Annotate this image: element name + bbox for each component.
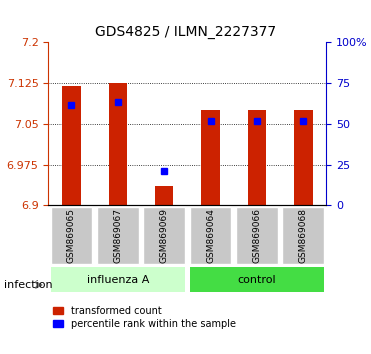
Bar: [294, 110, 312, 205]
Text: infection: infection: [4, 280, 52, 290]
Text: GDS4825 / ILMN_2227377: GDS4825 / ILMN_2227377: [95, 25, 276, 39]
Bar: [248, 110, 266, 205]
FancyBboxPatch shape: [190, 206, 232, 264]
Bar: [155, 186, 174, 205]
Legend: transformed count, percentile rank within the sample: transformed count, percentile rank withi…: [53, 306, 236, 329]
Text: GSM869064: GSM869064: [206, 208, 215, 263]
Text: influenza A: influenza A: [86, 275, 149, 285]
Bar: [109, 83, 127, 205]
Text: GSM869067: GSM869067: [113, 208, 122, 263]
FancyBboxPatch shape: [236, 206, 278, 264]
FancyBboxPatch shape: [97, 206, 139, 264]
Bar: [62, 86, 81, 205]
Bar: [201, 110, 220, 205]
FancyBboxPatch shape: [190, 267, 324, 292]
Text: GSM869069: GSM869069: [160, 208, 169, 263]
FancyBboxPatch shape: [143, 206, 185, 264]
Text: GSM869066: GSM869066: [252, 208, 262, 263]
FancyBboxPatch shape: [282, 206, 324, 264]
FancyBboxPatch shape: [50, 206, 92, 264]
Text: GSM869068: GSM869068: [299, 208, 308, 263]
FancyBboxPatch shape: [50, 267, 185, 292]
Text: control: control: [237, 275, 276, 285]
Text: GSM869065: GSM869065: [67, 208, 76, 263]
